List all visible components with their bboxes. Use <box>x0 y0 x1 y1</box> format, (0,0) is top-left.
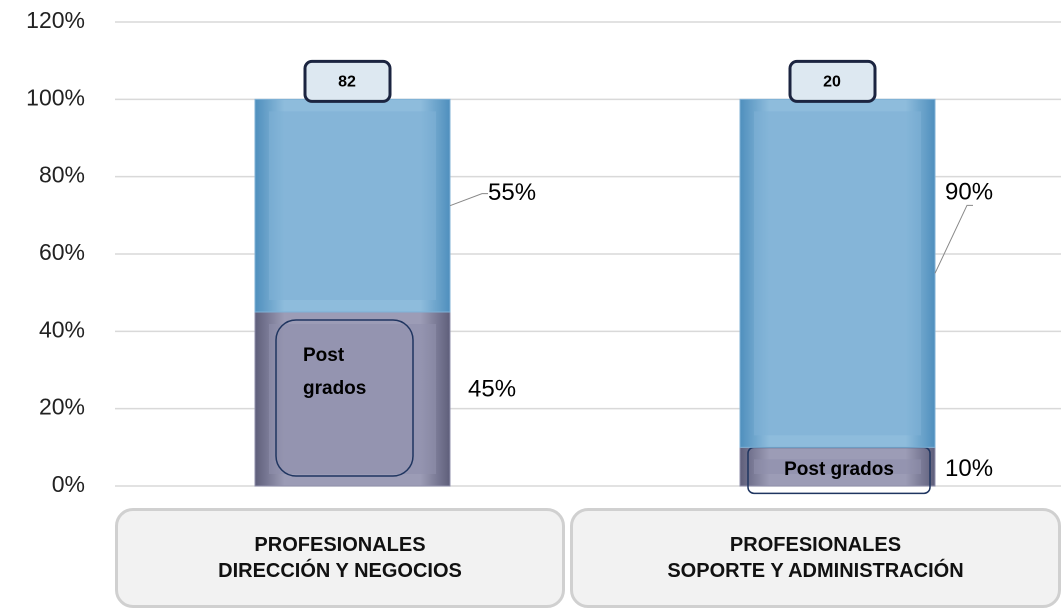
y-tick-label: 40% <box>39 316 85 342</box>
bar-bevel <box>754 111 921 436</box>
bar-bevel <box>269 324 436 474</box>
label-box <box>275 319 414 477</box>
y-tick-label: 60% <box>39 239 85 265</box>
category-box: PROFESIONALES SOPORTE Y ADMINISTRACIÓN <box>570 508 1061 608</box>
y-tick-label: 20% <box>39 394 85 420</box>
category-box: PROFESIONALES DIRECCIÓN Y NEGOCIOS <box>115 508 565 608</box>
x-tick-label: SOPORTE Y ADMINISTRACIÓN <box>667 560 964 582</box>
y-tick-label: 80% <box>39 162 85 188</box>
total-box <box>303 59 392 103</box>
leader-line <box>934 204 973 274</box>
value-label: 45% <box>468 375 516 402</box>
value-label: 90% <box>945 179 993 206</box>
bar-bevel <box>754 459 921 474</box>
x-tick-label: PROFESIONALES <box>729 534 902 556</box>
bar-bevel <box>269 111 436 300</box>
series-label: Post grados <box>303 345 367 399</box>
x-tick-label: DIRECCIÓN Y NEGOCIOS <box>218 560 462 582</box>
leader-line <box>449 193 488 207</box>
y-tick-label: 0% <box>52 471 85 497</box>
y-tick-label: 120% <box>26 7 85 33</box>
total-label: 82 <box>338 74 356 91</box>
total-label: 20 <box>823 74 841 91</box>
value-label: 55% <box>488 179 536 206</box>
y-tick-label: 100% <box>26 84 85 110</box>
series-label: Post grados <box>784 459 894 481</box>
total-box <box>788 59 877 103</box>
x-tick-label: PROFESIONALES <box>254 534 426 556</box>
value-label: 10% <box>945 455 993 482</box>
